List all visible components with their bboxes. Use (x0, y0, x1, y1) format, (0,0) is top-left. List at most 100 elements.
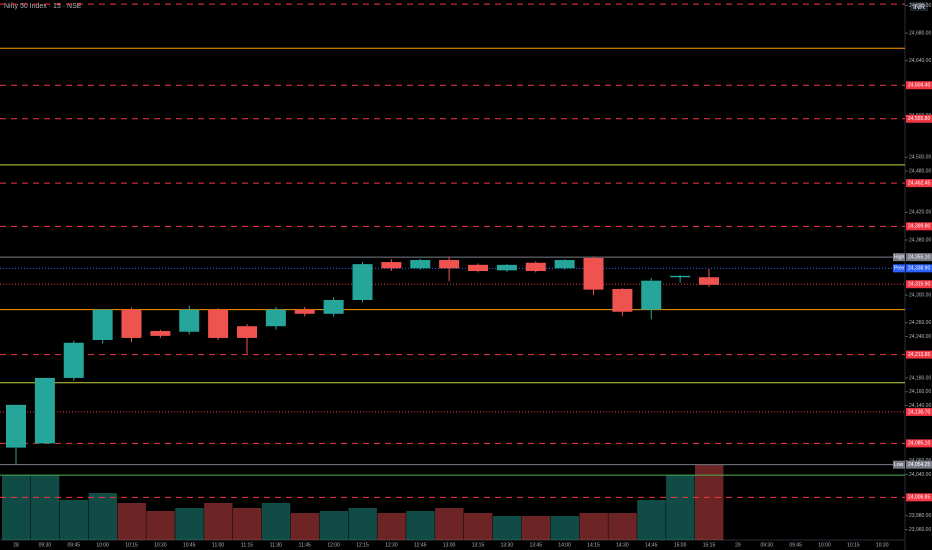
y-tick-label: 24,500.00 (909, 155, 931, 161)
candle-body (583, 257, 604, 290)
y-tick-label: 24,180.00 (909, 375, 931, 381)
candle-body (6, 404, 26, 448)
price-tag-label: 24,462.45 (908, 180, 930, 186)
volume-bar (637, 500, 666, 540)
x-tick-label: 11:15 (241, 542, 253, 548)
x-tick-label: 10:30 (154, 542, 167, 548)
x-tick-label: 11:00 (212, 542, 224, 548)
candle-body (121, 309, 142, 338)
volume-bar (521, 516, 551, 540)
candle-body (410, 260, 431, 269)
volume-bar (666, 475, 695, 540)
candle-body (352, 264, 373, 300)
volume-bar (290, 513, 320, 540)
price-tag-label: 24,355.10 (908, 255, 930, 261)
y-tick-label: 24,480.00 (909, 168, 931, 174)
candle-body (150, 331, 171, 336)
y-tick-label: 24,680.00 (909, 30, 931, 36)
x-tick-label: 13:45 (529, 542, 542, 548)
x-tick-label: 14:30 (616, 542, 629, 548)
price-tag-label: 24,006.85 (908, 495, 930, 501)
candle-body (34, 377, 55, 444)
volume-bar (464, 513, 493, 540)
x-tick-label: 10:45 (183, 542, 196, 548)
chart-title: Nifty 50 Index · 15 · NSE (4, 3, 82, 10)
level-tag (893, 264, 905, 273)
candle-body (496, 264, 517, 271)
price-tag-label: 24,315.90 (908, 282, 930, 288)
candle-body (381, 262, 402, 269)
x-tick-label: 14:00 (558, 542, 571, 548)
level-tag (893, 460, 905, 469)
x-tick-label: 28 (13, 542, 19, 548)
y-tick-label: 24,240.00 (909, 334, 931, 340)
x-tick-label: 13:00 (443, 542, 456, 548)
volume-bar (204, 503, 233, 540)
price-tag (906, 264, 932, 273)
candle-body (525, 262, 546, 272)
candle-body (92, 309, 113, 340)
price-tag (906, 81, 932, 90)
volume-bar (88, 493, 118, 540)
x-tick-label: 10:00 (818, 542, 831, 548)
price-tag (906, 460, 932, 469)
candle-body (237, 326, 257, 338)
price-tag (906, 253, 932, 262)
candle-body (323, 300, 344, 314)
volume-bar (146, 511, 175, 540)
x-tick-label: 15:15 (703, 542, 716, 548)
candle-body (554, 260, 575, 269)
volume-bar (406, 511, 435, 540)
level-tag-label: Prev (894, 266, 905, 272)
candle-body (612, 288, 633, 312)
price-tag (906, 179, 932, 188)
y-tick-label: 24,160.00 (909, 389, 931, 395)
volume-bar (175, 508, 204, 540)
x-tick-label: 14:45 (645, 542, 658, 548)
price-tag-label: 24,604.40 (908, 83, 930, 89)
volume-bar (261, 503, 291, 540)
candle-body (63, 342, 84, 378)
y-tick-label: 24,260.00 (909, 320, 931, 326)
volume-bar (233, 508, 262, 540)
volume-bar (59, 500, 89, 540)
x-tick-label: 12:30 (385, 542, 398, 548)
volume-bar (377, 513, 406, 540)
x-tick-label: 11:30 (270, 542, 282, 548)
price-tag-label: 24,555.80 (908, 116, 930, 122)
candle-body (641, 280, 662, 310)
price-tag (906, 222, 932, 231)
price-tag-label: 24,085.10 (908, 441, 930, 447)
volume-bar (492, 516, 522, 540)
level-tag-label: Low (894, 462, 904, 468)
candle-body (699, 277, 719, 285)
candle-body (439, 260, 460, 269)
volume-bar (319, 511, 349, 540)
candle-body (468, 264, 488, 272)
candle-body (179, 309, 200, 332)
currency-box (910, 2, 928, 11)
x-tick-label: 09:30 (760, 542, 773, 548)
price-tag (906, 280, 932, 289)
price-tag (906, 114, 932, 123)
x-tick-label: 13:30 (501, 542, 514, 548)
currency: INR (913, 4, 925, 11)
volume-bar (348, 508, 377, 540)
x-tick-label: 12:00 (327, 542, 340, 548)
x-tick-label: 10:00 (96, 542, 109, 548)
price-tag (906, 350, 932, 359)
x-tick-label: 11:45 (299, 542, 311, 548)
y-tick-label: 24,640.00 (909, 58, 931, 64)
x-tick-label: 15:00 (674, 542, 687, 548)
x-tick-label: 29 (735, 542, 741, 548)
x-tick-label: 14:15 (587, 542, 600, 548)
level-tag (893, 253, 905, 262)
x-tick-label: 10:15 (125, 542, 138, 548)
x-tick-label: 10:30 (876, 542, 889, 548)
volume-bar (30, 475, 60, 540)
volume-bar (2, 475, 31, 540)
y-tick-label: 23,960.00 (909, 527, 931, 533)
price-tag-label: 24,054.25 (908, 462, 930, 468)
